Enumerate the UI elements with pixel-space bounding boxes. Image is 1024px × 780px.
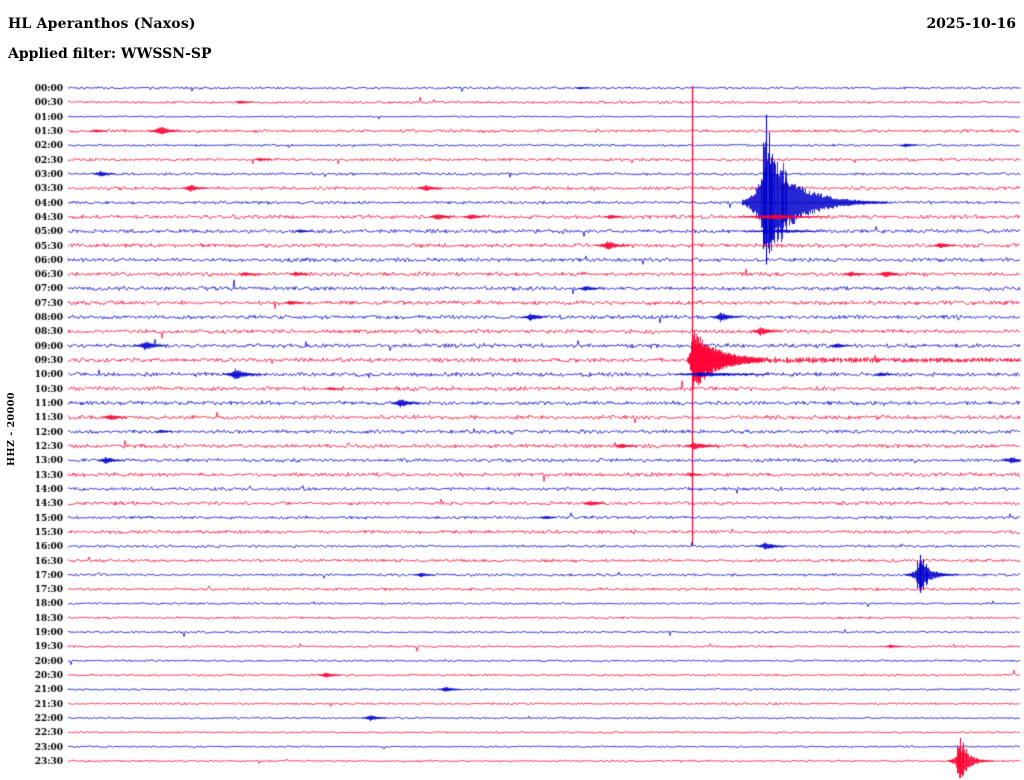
record-date: 2025-10-16 [926, 16, 1016, 32]
station-title: HL Aperanthos (Naxos) [8, 16, 196, 32]
channel-scale-label: HHZ - 20000 [6, 392, 17, 466]
filter-label: Applied filter: WWSSN-SP [8, 46, 212, 62]
